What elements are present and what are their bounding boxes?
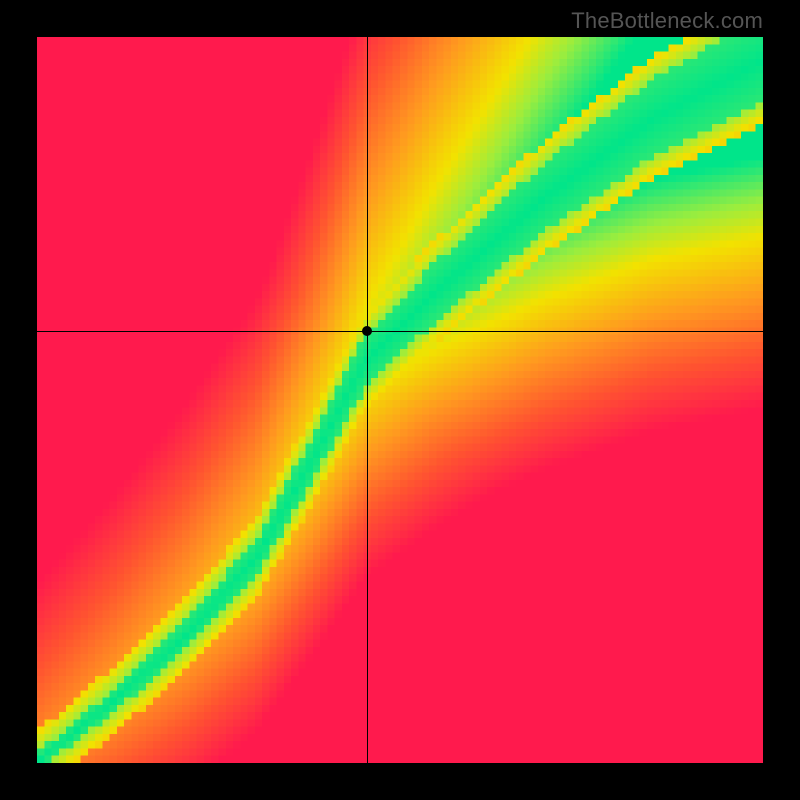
heatmap-canvas xyxy=(37,37,763,763)
crosshair-horizontal xyxy=(37,331,763,332)
watermark-text: TheBottleneck.com xyxy=(571,8,763,34)
bottleneck-heatmap xyxy=(37,37,763,763)
marker-dot xyxy=(362,326,372,336)
crosshair-vertical xyxy=(367,37,368,763)
